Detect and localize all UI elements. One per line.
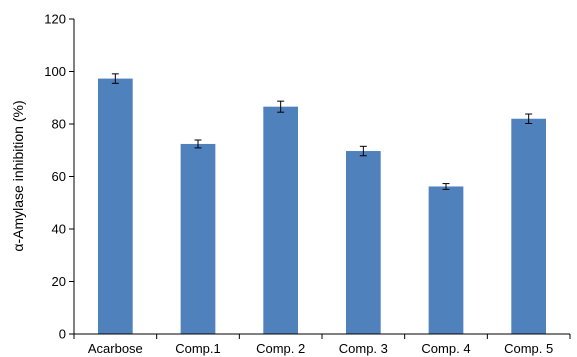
x-ticks-layer: Acarbose Comp.1 Comp. 2 Comp. 3 Comp. 4 Comp.… <box>73 334 571 356</box>
y-tick-label: 60 <box>52 169 66 184</box>
error-bar <box>277 100 285 113</box>
bar <box>180 143 216 334</box>
error-bar <box>111 73 119 84</box>
error-bar <box>525 113 533 124</box>
y-tick-label: 120 <box>44 12 66 27</box>
y-tick-label: 80 <box>52 117 66 132</box>
bar <box>97 78 133 335</box>
bar <box>263 106 299 334</box>
y-tick-label: 20 <box>52 274 66 289</box>
x-tick-label: Comp. 2 <box>256 341 305 356</box>
y-tick-label: 0 <box>59 327 66 342</box>
y-axis-title: α-Amylase inhibition (%) <box>10 100 26 251</box>
bar <box>345 151 381 334</box>
error-bar <box>359 145 367 157</box>
y-tick-label: 40 <box>52 222 66 237</box>
bar <box>428 186 464 334</box>
bars-layer <box>97 78 547 335</box>
error-bar <box>442 183 450 190</box>
error-bar <box>194 139 202 149</box>
bar <box>511 118 547 334</box>
y-tick-label: 100 <box>44 64 66 79</box>
x-tick-label: Comp. 4 <box>421 341 470 356</box>
x-tick-label: Comp.1 <box>175 341 221 356</box>
error-bars-layer <box>111 73 533 190</box>
y-ticks-layer: 0 20 40 60 80 100 120 <box>44 12 74 342</box>
x-tick-label: Comp. 5 <box>504 341 553 356</box>
x-tick-label: Acarbose <box>88 341 143 356</box>
x-tick-label: Comp. 3 <box>339 341 388 356</box>
